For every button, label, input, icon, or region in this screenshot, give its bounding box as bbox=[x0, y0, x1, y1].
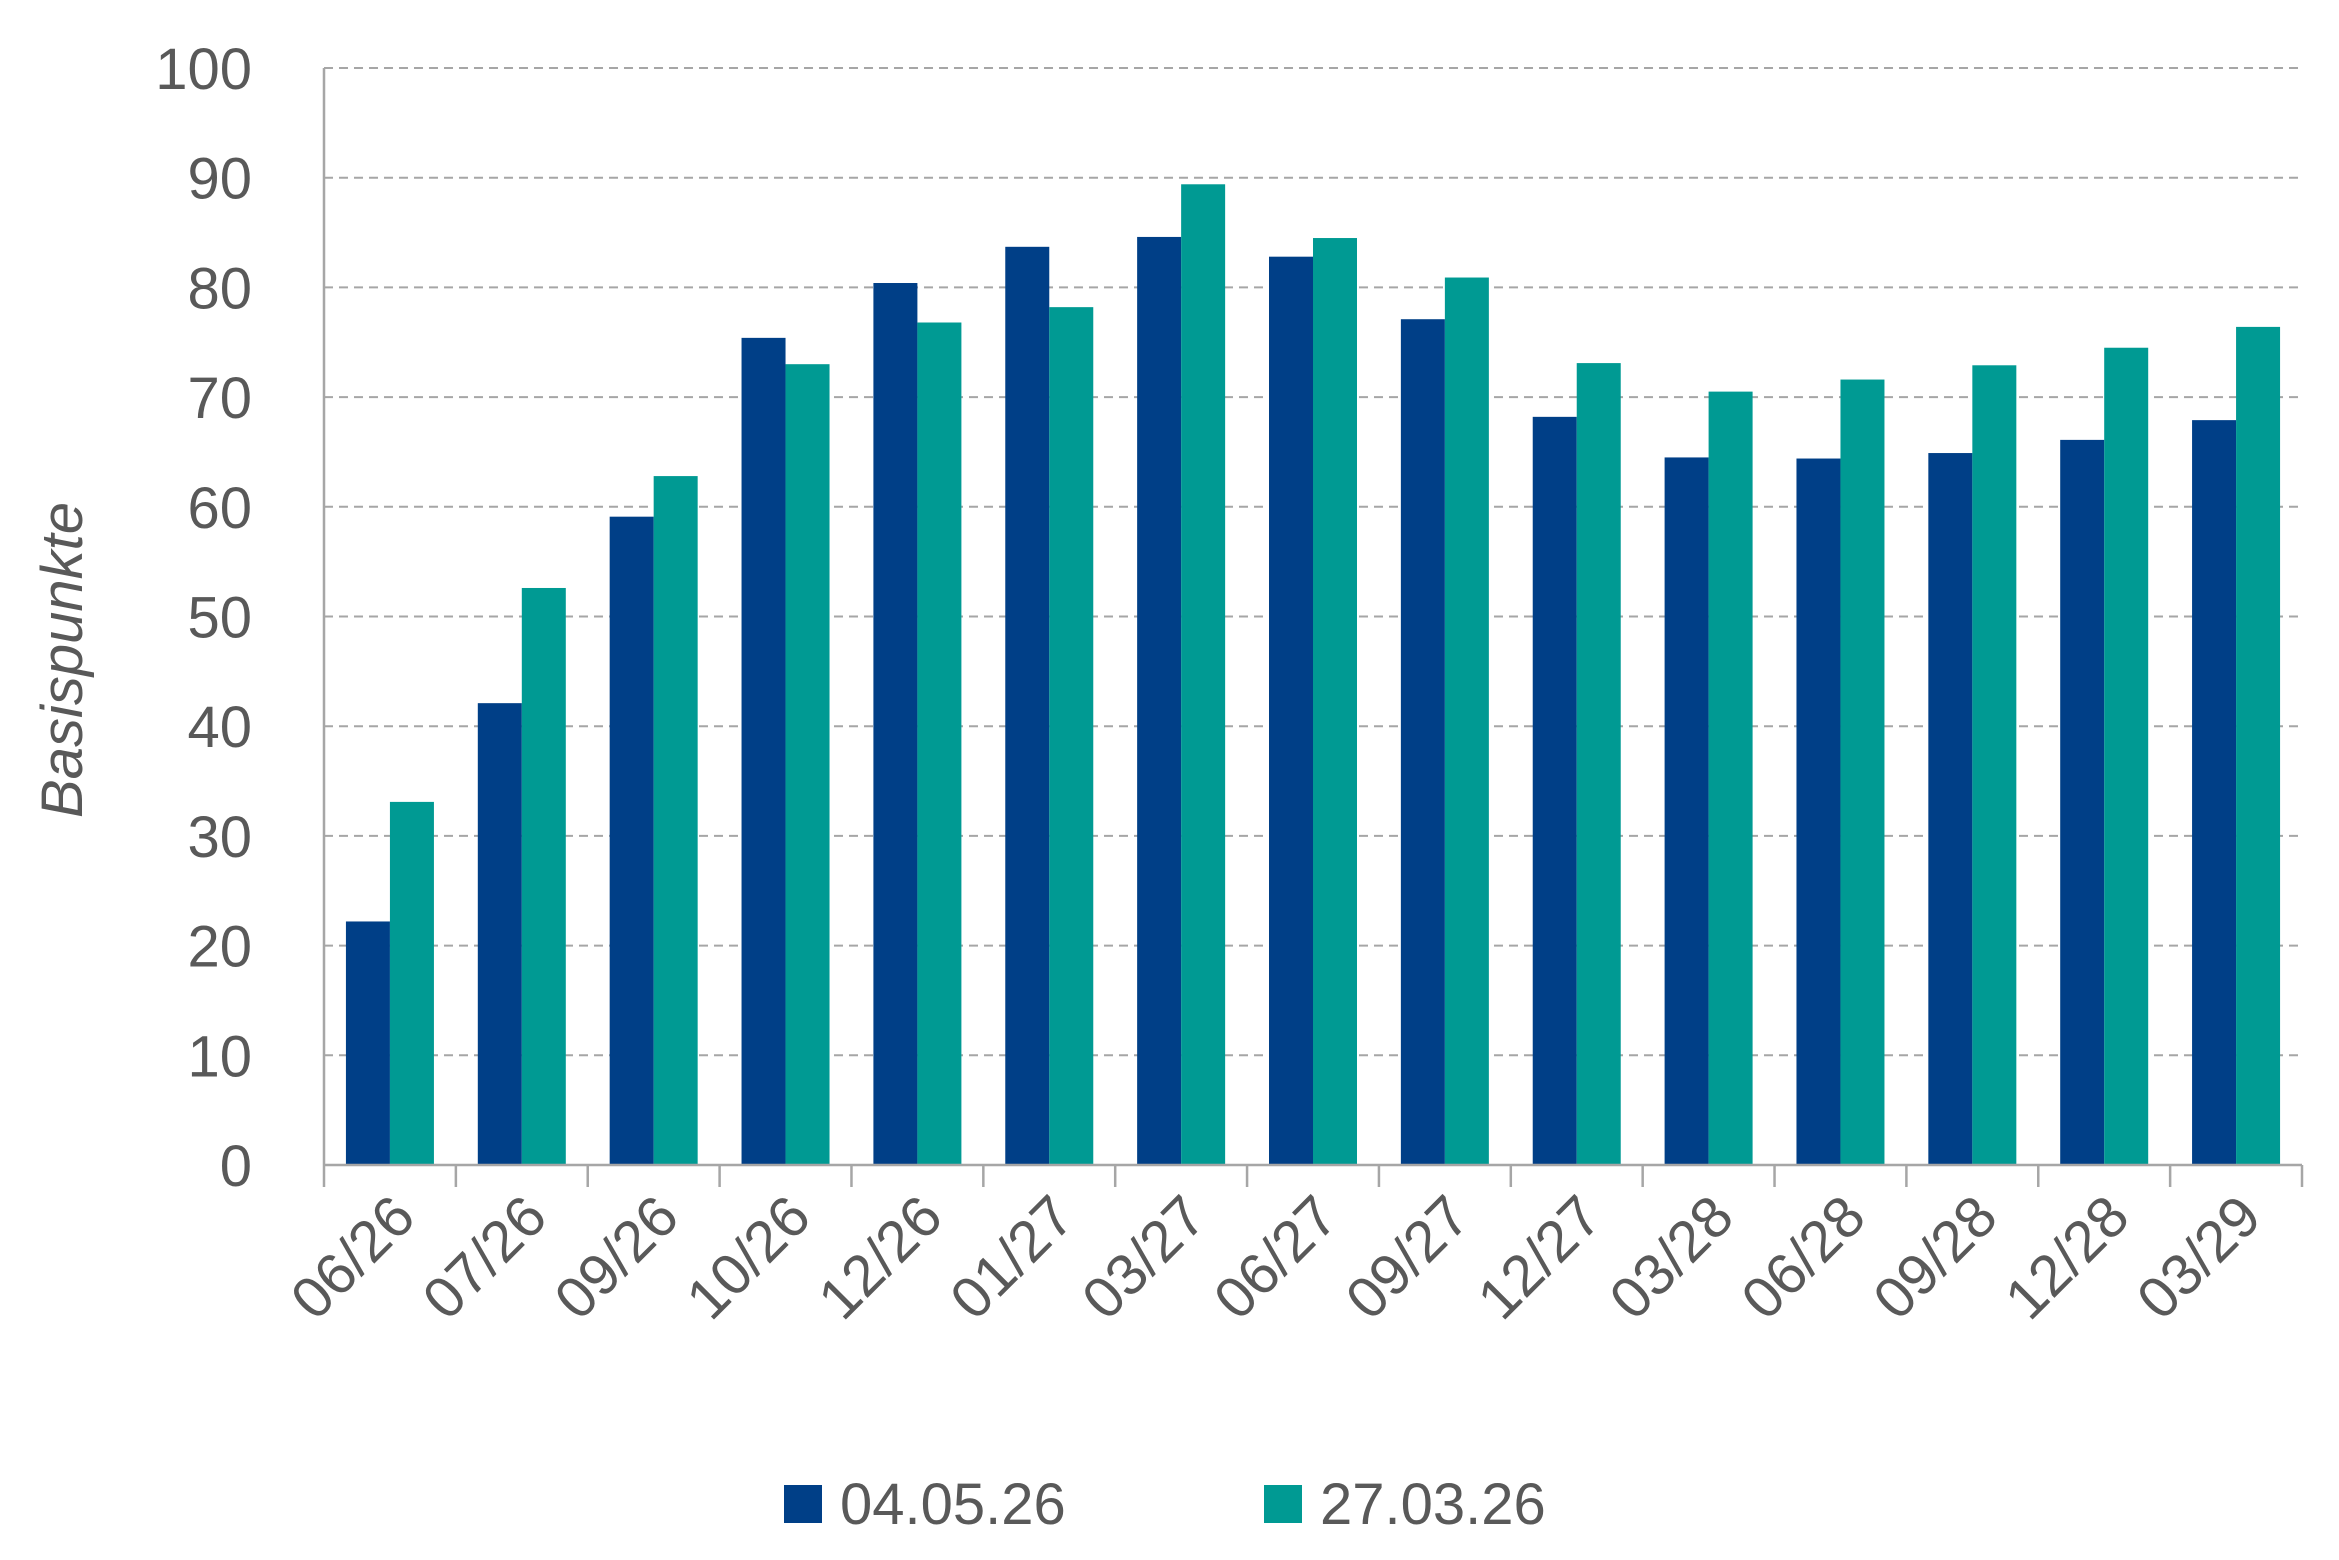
x-tick-label: 12/26 bbox=[806, 1183, 955, 1332]
y-tick-label: 80 bbox=[187, 256, 252, 321]
bar bbox=[1664, 457, 1709, 1165]
bar bbox=[873, 283, 918, 1166]
y-tick-label: 0 bbox=[220, 1134, 252, 1199]
bar bbox=[1181, 184, 1226, 1166]
bar bbox=[1313, 238, 1357, 1165]
y-tick-label: 70 bbox=[187, 366, 252, 431]
bar bbox=[1137, 236, 1182, 1166]
bar bbox=[1400, 319, 1445, 1165]
x-tick-label: 12/28 bbox=[1993, 1183, 2142, 1332]
bar bbox=[1840, 379, 1885, 1166]
y-tick-label: 10 bbox=[187, 1024, 252, 1089]
bar bbox=[741, 337, 786, 1165]
legend: 04.05.26 27.03.26 bbox=[784, 1472, 1546, 1537]
bar bbox=[1708, 391, 1753, 1165]
x-tick-label: 03/28 bbox=[1597, 1183, 1746, 1332]
legend-label: 27.03.26 bbox=[1320, 1472, 1546, 1537]
bar bbox=[1928, 453, 1973, 1165]
x-tick-label: 03/29 bbox=[2125, 1183, 2274, 1332]
legend-swatch bbox=[1264, 1485, 1302, 1523]
bar bbox=[1576, 363, 1621, 1165]
x-tick-label: 10/26 bbox=[674, 1183, 823, 1332]
legend-label: 04.05.26 bbox=[840, 1472, 1066, 1537]
bar bbox=[1049, 307, 1094, 1165]
y-tick-label: 30 bbox=[187, 805, 252, 870]
bar bbox=[609, 516, 654, 1165]
x-tick-label: 01/27 bbox=[938, 1183, 1087, 1332]
bar bbox=[653, 476, 698, 1166]
x-tick-label: 06/28 bbox=[1729, 1183, 1878, 1332]
y-axis-title: Basispunkte bbox=[30, 502, 95, 818]
bar bbox=[1796, 458, 1841, 1166]
x-tick-label: 06/26 bbox=[279, 1183, 428, 1332]
y-tick-label: 90 bbox=[187, 147, 252, 212]
y-tick-label: 40 bbox=[187, 695, 252, 760]
bar bbox=[785, 364, 830, 1165]
legend-swatch bbox=[784, 1485, 822, 1523]
bar bbox=[345, 921, 390, 1165]
y-tick-label: 60 bbox=[187, 476, 252, 541]
y-tick-label: 100 bbox=[155, 37, 252, 102]
x-tick-label: 09/26 bbox=[542, 1183, 691, 1332]
bar bbox=[2192, 420, 2237, 1166]
bar bbox=[1005, 246, 1050, 1165]
y-tick-label: 20 bbox=[187, 915, 252, 980]
x-tick-label: 07/26 bbox=[410, 1183, 559, 1332]
bar bbox=[1444, 277, 1489, 1166]
bar bbox=[2236, 326, 2281, 1166]
y-tick-labels: 0 10 20 30 40 50 60 70 80 90 100 bbox=[155, 37, 252, 1199]
bar bbox=[1269, 256, 1313, 1166]
y-tick-label: 50 bbox=[187, 586, 252, 651]
x-tick-label: 03/27 bbox=[1070, 1183, 1219, 1332]
bar bbox=[521, 587, 566, 1165]
x-tick-label: 06/27 bbox=[1202, 1183, 1351, 1332]
x-tick-label: 09/28 bbox=[1861, 1183, 2010, 1332]
x-tick-labels: 06/2607/2609/2610/2612/2601/2703/2706/27… bbox=[279, 1183, 2274, 1332]
axes bbox=[322, 68, 2304, 1187]
bar bbox=[1972, 365, 2017, 1165]
bar bbox=[389, 801, 434, 1165]
bars bbox=[345, 184, 2281, 1166]
bar bbox=[917, 322, 962, 1165]
x-tick-label: 12/27 bbox=[1465, 1183, 1614, 1332]
bar bbox=[2104, 347, 2149, 1165]
bar bbox=[477, 703, 522, 1165]
bar bbox=[1532, 416, 1577, 1165]
bar bbox=[2060, 439, 2105, 1165]
x-tick-label: 09/27 bbox=[1333, 1183, 1482, 1332]
